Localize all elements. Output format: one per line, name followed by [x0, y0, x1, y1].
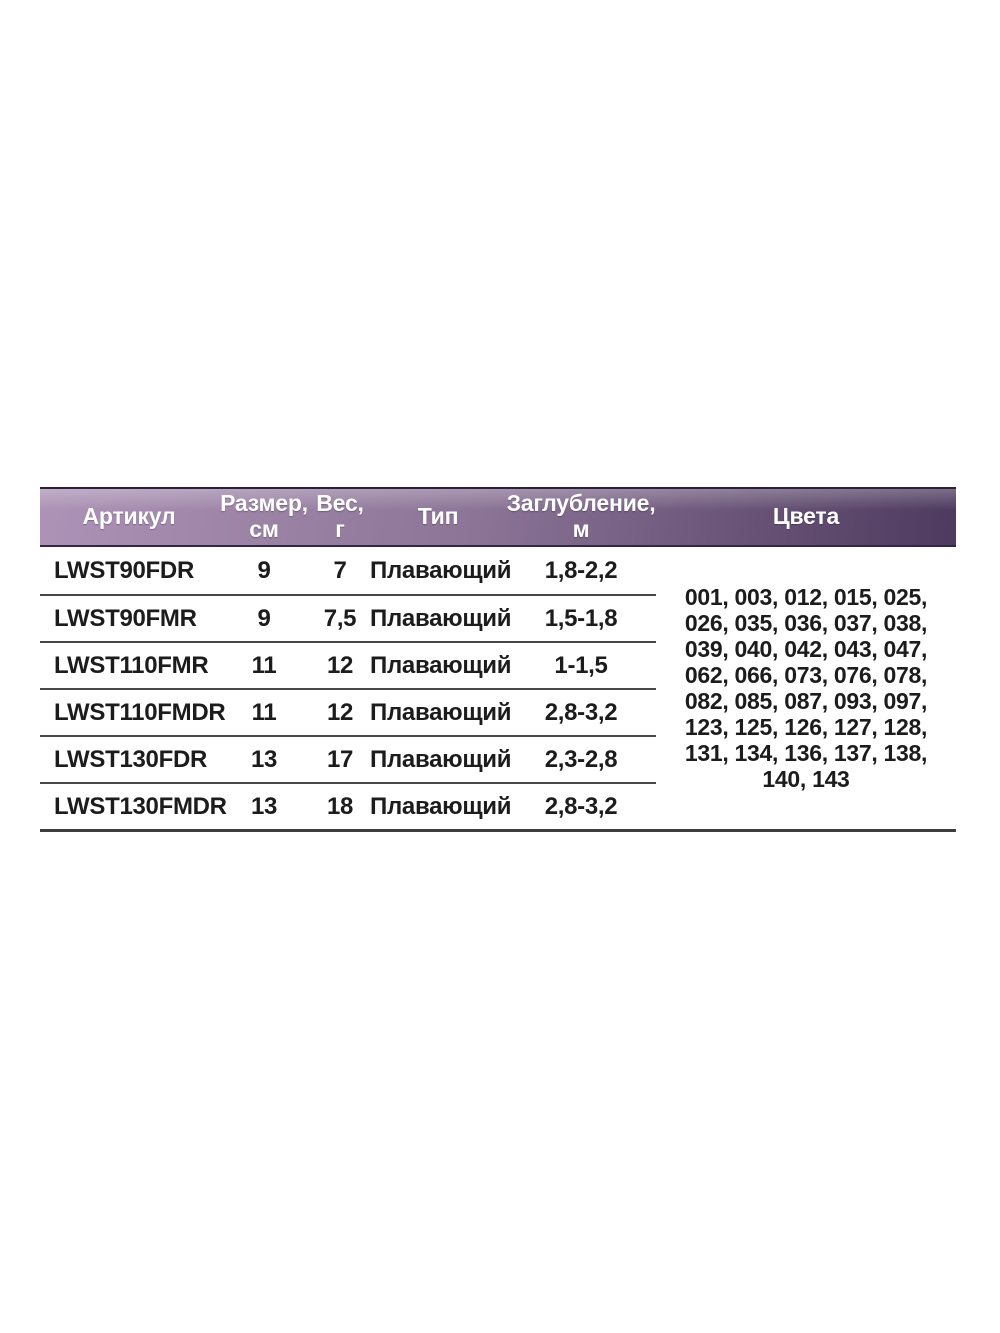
cell-size: 13 — [250, 792, 278, 820]
cell-depth: 2,3-2,8 — [544, 745, 618, 773]
product-spec-table: Артикул Размер, см Вес, г Тип Заглублени… — [40, 487, 956, 832]
cell-article: LWST130FDR — [54, 745, 208, 773]
cell-depth: 2,8-3,2 — [544, 792, 618, 820]
cell-article: LWST110FMR — [54, 651, 209, 679]
cell-depth: 1-1,5 — [554, 651, 608, 679]
cell-type: Плавающий — [370, 651, 512, 679]
cell-article: LWST130FMDR — [54, 792, 227, 820]
colors-line: 001, 003, 012, 015, 025, — [684, 584, 928, 610]
header-size: Размер, см — [218, 489, 310, 545]
header-type: Тип — [370, 489, 506, 545]
cell-weight: 7 — [333, 556, 347, 584]
cell-size: 11 — [251, 651, 277, 679]
cell-type: Плавающий — [370, 745, 512, 773]
cell-weight: 12 — [326, 651, 354, 679]
table-row: LWST110FMR 11 12 Плавающий 1-1,5 — [40, 641, 656, 688]
cell-article: LWST110FMDR — [54, 698, 226, 726]
cell-type: Плавающий — [370, 604, 512, 632]
colors-line: 082, 085, 087, 093, 097, — [684, 688, 928, 714]
table-row: LWST90FDR 9 7 Плавающий 1,8-2,2 — [40, 547, 656, 594]
header-size-line1: Размер, — [220, 490, 308, 517]
colors-line: 131, 134, 136, 137, 138, — [684, 740, 928, 766]
header-type-label: Тип — [417, 503, 459, 530]
colors-line: 140, 143 — [762, 766, 850, 792]
header-colors: Цвета — [656, 489, 956, 545]
cell-depth: 1,8-2,2 — [544, 556, 618, 584]
header-weight-line2: г — [335, 516, 345, 542]
table-row: LWST130FDR 13 17 Плавающий 2,3-2,8 — [40, 735, 656, 782]
cell-size: 13 — [250, 745, 278, 773]
cell-size: 11 — [251, 698, 277, 726]
colors-line: 062, 066, 073, 076, 078, — [684, 662, 928, 688]
table-row: LWST90FMR 9 7,5 Плавающий 1,5-1,8 — [40, 594, 656, 641]
colors-line: 026, 035, 036, 037, 038, — [684, 610, 928, 636]
header-depth-line2: м — [572, 516, 590, 542]
cell-weight: 18 — [326, 792, 354, 820]
cell-depth: 2,8-3,2 — [544, 698, 618, 726]
table-row: LWST130FMDR 13 18 Плавающий 2,8-3,2 — [40, 782, 656, 829]
table-body: LWST90FDR 9 7 Плавающий 1,8-2,2 LWST90FM… — [40, 547, 956, 832]
header-depth-line1: Заглубление, — [506, 490, 656, 517]
header-colors-label: Цвета — [772, 503, 840, 530]
table-row: LWST110FMDR 11 12 Плавающий 2,8-3,2 — [40, 688, 656, 735]
table-rows: LWST90FDR 9 7 Плавающий 1,8-2,2 LWST90FM… — [40, 547, 656, 829]
cell-type: Плавающий — [370, 698, 512, 726]
colors-line: 039, 040, 042, 043, 047, — [684, 636, 928, 662]
cell-size: 9 — [257, 556, 271, 584]
header-size-line2: см — [249, 516, 279, 542]
cell-weight: 17 — [326, 745, 354, 773]
header-weight-line1: Вес, — [316, 490, 364, 517]
header-weight: Вес, г — [310, 489, 370, 545]
colors-merged-cell: 001, 003, 012, 015, 025, 026, 035, 036, … — [656, 547, 956, 829]
cell-type: Плавающий — [370, 792, 512, 820]
header-depth: Заглубление, м — [506, 489, 656, 545]
header-article-label: Артикул — [82, 503, 176, 530]
cell-weight: 7,5 — [323, 604, 357, 632]
cell-size: 9 — [257, 604, 271, 632]
cell-article: LWST90FMR — [54, 604, 197, 632]
header-article: Артикул — [40, 489, 218, 545]
cell-depth: 1,5-1,8 — [544, 604, 618, 632]
cell-article: LWST90FDR — [54, 556, 194, 584]
cell-type: Плавающий — [370, 556, 512, 584]
colors-line: 123, 125, 126, 127, 128, — [684, 714, 928, 740]
table-header-row: Артикул Размер, см Вес, г Тип Заглублени… — [40, 487, 956, 547]
cell-weight: 12 — [326, 698, 354, 726]
colors-code-list: 001, 003, 012, 015, 025, 026, 035, 036, … — [685, 584, 927, 792]
